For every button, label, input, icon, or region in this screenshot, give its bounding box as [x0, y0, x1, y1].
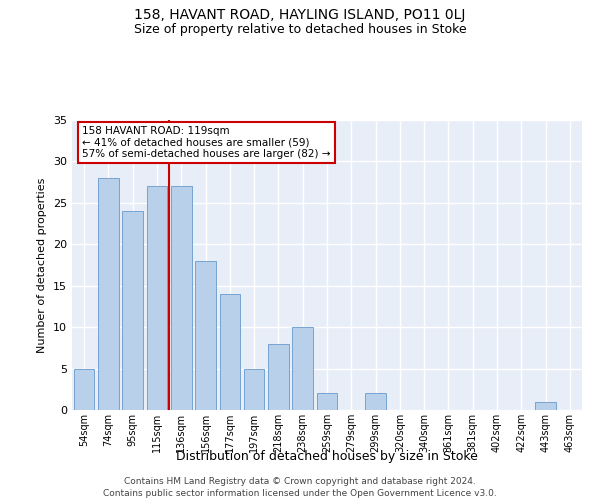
Bar [195, 261, 216, 410]
Text: Distribution of detached houses by size in Stoke: Distribution of detached houses by size … [176, 450, 478, 463]
Bar [74, 368, 94, 410]
Bar [98, 178, 119, 410]
Text: Size of property relative to detached houses in Stoke: Size of property relative to detached ho… [134, 22, 466, 36]
Bar [122, 211, 143, 410]
Bar [244, 368, 265, 410]
Bar [268, 344, 289, 410]
Text: Contains public sector information licensed under the Open Government Licence v3: Contains public sector information licen… [103, 489, 497, 498]
Text: 158 HAVANT ROAD: 119sqm
← 41% of detached houses are smaller (59)
57% of semi-de: 158 HAVANT ROAD: 119sqm ← 41% of detache… [82, 126, 331, 159]
Bar [535, 402, 556, 410]
Bar [365, 394, 386, 410]
Text: 158, HAVANT ROAD, HAYLING ISLAND, PO11 0LJ: 158, HAVANT ROAD, HAYLING ISLAND, PO11 0… [134, 8, 466, 22]
Bar [220, 294, 240, 410]
Bar [317, 394, 337, 410]
Bar [171, 186, 191, 410]
Bar [292, 327, 313, 410]
Bar [146, 186, 167, 410]
Text: Contains HM Land Registry data © Crown copyright and database right 2024.: Contains HM Land Registry data © Crown c… [124, 478, 476, 486]
Y-axis label: Number of detached properties: Number of detached properties [37, 178, 47, 352]
